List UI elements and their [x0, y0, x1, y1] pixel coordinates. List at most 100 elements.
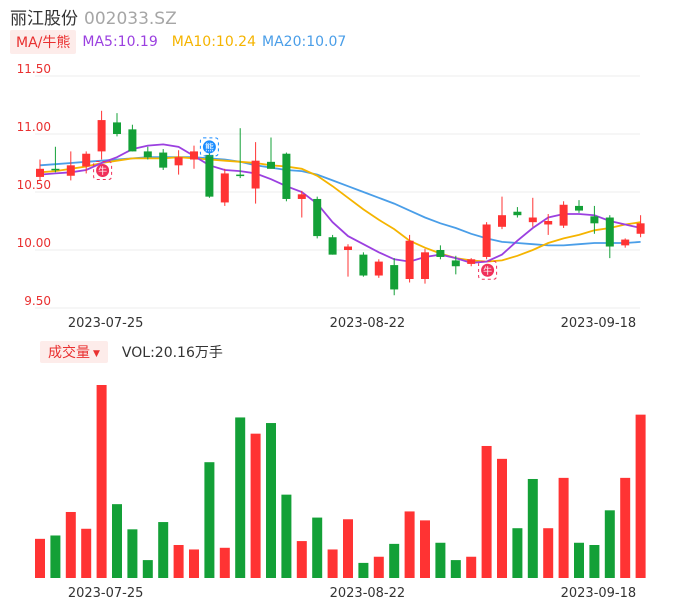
candle — [190, 145, 198, 169]
candle-body — [421, 252, 429, 279]
candle-body — [97, 120, 106, 152]
candle-body — [267, 161, 275, 169]
volume-bar — [589, 544, 600, 578]
y-tick-label: 10.50 — [17, 178, 51, 192]
marker-label: 牛 — [98, 165, 107, 177]
candle — [405, 234, 414, 283]
candle — [605, 215, 614, 259]
volume-bar — [512, 528, 523, 578]
candle-body — [66, 165, 75, 176]
candle-body — [344, 246, 352, 250]
volume-bar — [558, 477, 569, 578]
candle-body — [220, 173, 229, 203]
candle — [344, 244, 352, 277]
volume-bar — [373, 556, 384, 578]
ma20-readout: MA20:10.07 — [262, 34, 347, 50]
bear-marker: 熊 — [199, 137, 219, 157]
candle-body — [451, 260, 460, 267]
candle — [297, 190, 306, 218]
candle — [128, 124, 137, 152]
volume-bar — [81, 528, 92, 578]
candle-body — [143, 151, 152, 158]
candle-body — [359, 254, 368, 276]
ma5-line — [39, 143, 641, 264]
caret-down-icon: ▼ — [93, 349, 100, 359]
candle — [159, 149, 168, 170]
volume-bar — [527, 478, 538, 578]
volume-bar — [435, 542, 446, 578]
volume-bar — [204, 462, 215, 578]
candle — [544, 214, 553, 235]
volume-bar — [189, 549, 199, 578]
ma10-line — [39, 156, 641, 263]
volume-bar — [481, 445, 492, 578]
volume-bar — [50, 535, 61, 578]
volume-bar — [158, 522, 169, 578]
volume-bar — [497, 458, 507, 578]
ma10-readout: MA10:10.24 — [171, 34, 257, 50]
candle-body — [113, 122, 121, 134]
marker-dot — [202, 140, 216, 154]
candle-body — [590, 216, 599, 224]
volume-indicator-selector[interactable]: 成交量 ▼ — [40, 341, 108, 363]
candle-body — [436, 250, 445, 257]
volume-bar — [620, 477, 631, 578]
volume-bar — [127, 529, 138, 578]
volume-bar — [466, 556, 477, 578]
candle — [359, 252, 368, 277]
volume-bar — [327, 549, 338, 578]
candle — [390, 258, 399, 296]
candle-body — [575, 205, 583, 211]
candle-body — [82, 153, 91, 167]
volume-bar — [112, 504, 122, 578]
candle — [559, 201, 568, 228]
candle — [282, 152, 291, 202]
stock-name: 丽江股份 — [10, 9, 78, 29]
candle-body — [313, 198, 322, 237]
candle — [113, 113, 121, 137]
volume-bar — [358, 562, 369, 578]
candle-body — [128, 129, 137, 152]
candle-body — [636, 223, 645, 234]
x-tick-label: 2023-07-25 — [68, 316, 144, 331]
ma-indicator-selector[interactable]: MA/牛熊 — [10, 30, 77, 54]
candle-body — [498, 215, 506, 227]
volume-bar — [281, 494, 292, 578]
candle — [51, 146, 60, 173]
y-tick-label: 11.00 — [17, 120, 51, 134]
volume-bar — [219, 547, 230, 578]
candle — [97, 110, 106, 160]
marker-frame — [93, 161, 113, 181]
candle — [467, 258, 476, 267]
marker-frame — [199, 137, 219, 157]
candle-body — [467, 259, 476, 264]
volume-x-tick-label: 2023-09-18 — [561, 586, 637, 601]
x-tick-label: 2023-09-18 — [561, 316, 637, 331]
candle-body — [190, 151, 198, 160]
volume-bar — [142, 560, 153, 578]
volume-bar — [35, 538, 45, 578]
candle-body — [51, 168, 60, 171]
volume-bar — [173, 544, 184, 578]
volume-bar — [420, 520, 430, 578]
candle — [313, 196, 322, 239]
ma20-line — [39, 156, 641, 247]
volume-x-tick-label: 2023-07-25 — [68, 586, 144, 601]
candle-body — [621, 239, 630, 246]
marker-dot — [481, 263, 495, 277]
candle-body — [513, 211, 522, 216]
candle-body — [544, 221, 553, 225]
candle-body — [390, 265, 399, 290]
candle — [205, 147, 214, 198]
volume-bar — [450, 560, 461, 578]
ma5-readout: MA5:10.19 — [82, 34, 158, 50]
candle — [498, 196, 506, 230]
y-tick-label: 10.00 — [17, 236, 51, 250]
volume-bar — [266, 423, 276, 578]
candle — [436, 245, 445, 260]
volume-bar — [389, 543, 400, 578]
volume-x-tick-label: 2023-08-22 — [330, 586, 406, 601]
candle-body — [159, 152, 168, 168]
